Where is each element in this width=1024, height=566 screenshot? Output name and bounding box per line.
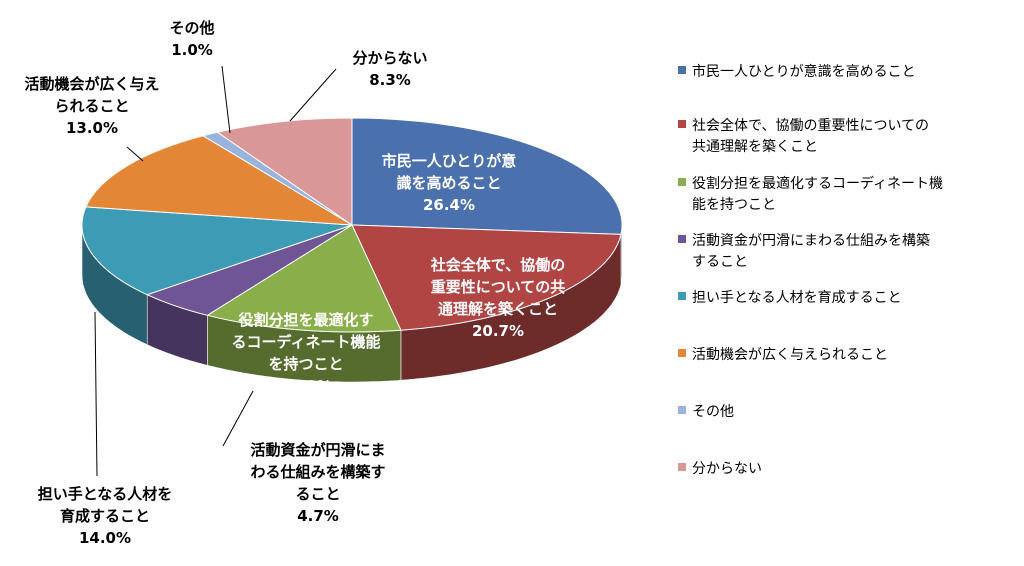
data-label-text: るコーディネート機能 xyxy=(232,333,381,351)
leader-lines xyxy=(94,65,337,477)
data-label-text: 重要性についての共 xyxy=(431,278,566,296)
legend-label: 役割分担を最適化するコーディネート機 xyxy=(692,175,943,192)
legend-swatch xyxy=(678,235,686,243)
legend-swatch xyxy=(678,463,686,471)
legend-label: 分からない xyxy=(692,461,762,477)
legend-item-0: 市民一人ひとりが意識を高めること xyxy=(678,63,916,80)
legend-label: その他 xyxy=(692,404,734,420)
legend-swatch xyxy=(678,120,686,128)
data-label-text: 分からない xyxy=(352,49,427,67)
data-label-percent: 11.9% xyxy=(280,377,332,395)
legend-item-5: 活動機会が広く与えられること xyxy=(678,347,888,363)
data-label-text: られること xyxy=(54,97,129,115)
legend-item-7: 分からない xyxy=(678,461,762,477)
legend-label: 活動資金が円滑にまわる仕組みを構築 xyxy=(692,232,930,249)
legend-item-4: 担い手となる人材を育成すること xyxy=(678,290,902,306)
legend: 市民一人ひとりが意識を高めること社会全体で、協働の重要性についての共通理解を築く… xyxy=(678,63,943,477)
legend-label: 市民一人ひとりが意識を高めること xyxy=(692,63,916,80)
data-label-percent: 13.0% xyxy=(66,119,118,137)
leader-line xyxy=(221,65,231,134)
slice-4 xyxy=(81,206,353,296)
data-labels: 市民一人ひとりが意識を高めること 26.4% 社会全体で、協働の重要性についての共通… xyxy=(24,19,565,547)
slice-7 xyxy=(216,117,353,226)
pie-slices xyxy=(81,117,623,333)
legend-swatch xyxy=(678,178,686,186)
slice-1 xyxy=(351,224,622,331)
legend-label: 共通理解を築くこと xyxy=(692,139,818,155)
legend-label: 能を持つこと xyxy=(692,197,776,213)
legend-swatch xyxy=(678,349,686,357)
legend-label: 活動機会が広く与えられること xyxy=(692,347,888,363)
legend-swatch xyxy=(678,406,686,414)
slice-0 xyxy=(351,117,623,235)
data-label-text: ること xyxy=(295,485,340,503)
data-label-7: 分からない 8.3% xyxy=(352,49,427,89)
leader-line xyxy=(222,390,254,447)
legend-label: すること xyxy=(692,254,748,270)
data-label-text: 育成すること xyxy=(60,507,150,525)
legend-swatch xyxy=(678,292,686,300)
data-label-4: 担い手となる人材を育成すること 14.0% xyxy=(38,485,173,547)
slice-5 xyxy=(85,135,353,226)
data-label-text: 活動資金が円滑にま xyxy=(250,441,385,459)
leader-line xyxy=(94,311,98,477)
slice-2 xyxy=(206,224,402,333)
leader-line xyxy=(289,68,337,122)
data-label-text: わる仕組みを構築す xyxy=(250,463,385,481)
data-label-text: 担い手となる人材を xyxy=(38,485,173,503)
legend-item-6: その他 xyxy=(678,404,734,420)
data-label-percent: 14.0% xyxy=(79,529,131,547)
data-label-text: 通理解を築くこと xyxy=(438,300,558,318)
data-label-text: その他 xyxy=(169,19,214,37)
data-label-text: を持つこと xyxy=(268,355,343,373)
data-label-percent: 20.7% xyxy=(472,322,524,340)
data-label-text: 活動機会が広く与え xyxy=(24,75,159,93)
legend-swatch xyxy=(678,66,686,74)
data-label-percent: 8.3% xyxy=(369,71,411,89)
data-label-text: 社会全体で、協働の xyxy=(430,256,565,274)
data-label-0: 市民一人ひとりが意識を高めること 26.4% xyxy=(382,152,517,214)
data-label-percent: 1.0% xyxy=(171,41,213,59)
data-label-6: その他 1.0% xyxy=(169,19,214,59)
legend-label: 担い手となる人材を育成すること xyxy=(692,290,902,306)
legend-label: 社会全体で、協働の重要性についての xyxy=(692,117,929,134)
data-label-text: 識を高めること xyxy=(396,174,501,192)
data-label-percent: 26.4% xyxy=(423,196,475,214)
leader-line xyxy=(126,146,144,162)
data-label-text: 役割分担を最適化す xyxy=(238,311,373,329)
data-label-text: 市民一人ひとりが意 xyxy=(382,152,517,170)
data-label-5: 活動機会が広く与えられること 13.0% xyxy=(24,75,159,137)
data-label-percent: 4.7% xyxy=(297,507,339,525)
